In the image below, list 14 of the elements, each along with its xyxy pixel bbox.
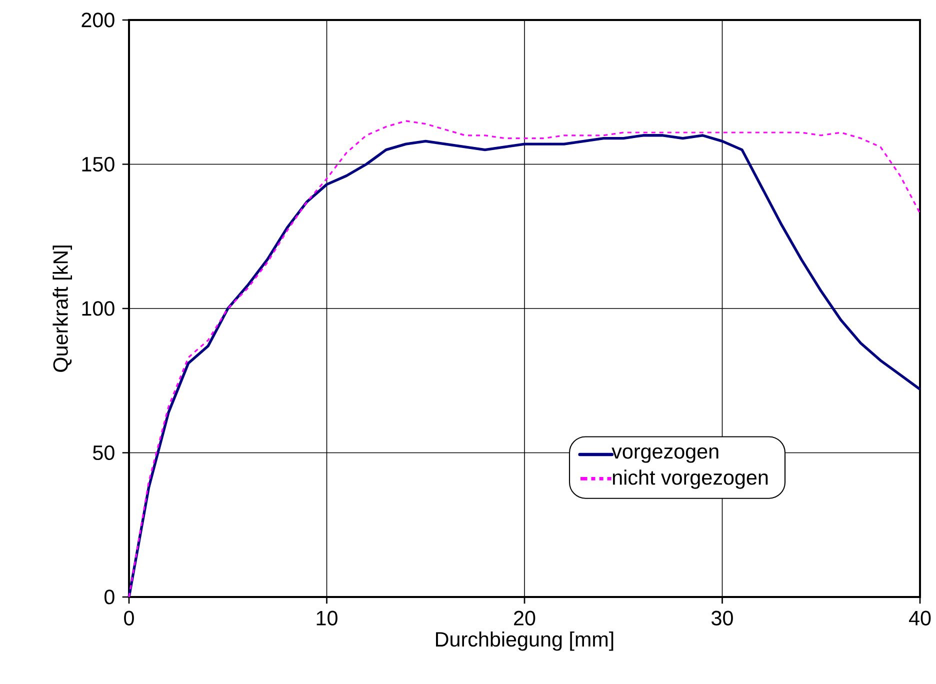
legend-label: nicht vorgezogen [612, 470, 768, 489]
y-axis-title: Querkraft [kN] [52, 246, 72, 372]
y-tick-label: 150 [82, 156, 114, 172]
x-tick-label: 40 [908, 610, 931, 626]
x-tick-label: 10 [316, 610, 338, 626]
y-tick-label: 0 [104, 590, 114, 604]
y-tick-label: 200 [82, 12, 114, 28]
x-tick-label: 30 [712, 610, 733, 626]
x-tick-label: 20 [514, 610, 536, 626]
x-tick-label: 0 [124, 610, 134, 626]
x-axis-title: Durchbiegung [mm] [436, 631, 614, 651]
legend-label: vorgezogen [612, 447, 718, 463]
y-tick-label: 100 [82, 301, 114, 316]
y-tick-label: 50 [93, 445, 114, 460]
